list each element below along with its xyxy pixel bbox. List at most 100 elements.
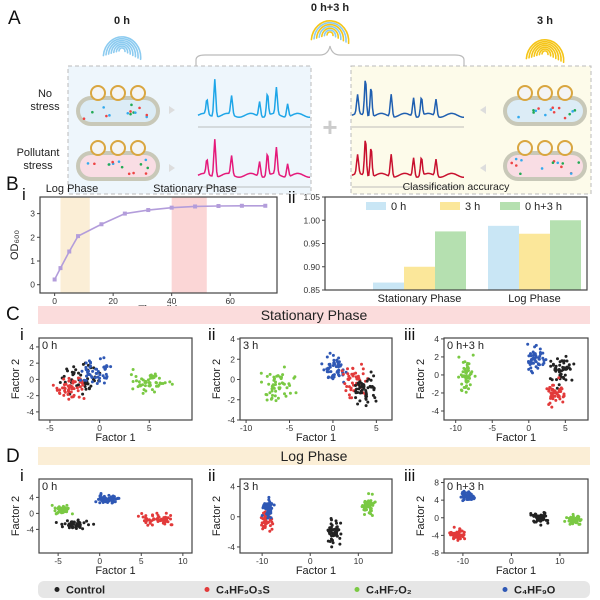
scatter-point bbox=[70, 523, 74, 527]
scatter-point bbox=[558, 390, 561, 394]
scatter-point bbox=[270, 387, 274, 391]
scatter-point bbox=[470, 370, 474, 374]
scatter-point bbox=[364, 389, 368, 392]
scatter-point bbox=[78, 523, 81, 527]
molecule-dot bbox=[130, 103, 133, 107]
scatter-point bbox=[136, 385, 140, 389]
scatter-point bbox=[262, 524, 266, 528]
scatter-point bbox=[452, 532, 455, 536]
brace bbox=[195, 45, 465, 66]
scatter-point bbox=[60, 506, 64, 510]
growth-point bbox=[169, 205, 174, 210]
scatter-point bbox=[150, 519, 153, 523]
y-tick-label: 0.90 bbox=[303, 262, 320, 272]
scatter-point bbox=[267, 495, 271, 499]
scatter-point bbox=[74, 526, 78, 530]
scatter-point bbox=[268, 391, 272, 395]
scatter-point bbox=[53, 509, 57, 513]
molecule-dot bbox=[510, 161, 514, 165]
fingerprint-ridge bbox=[110, 41, 134, 57]
fingerprint-ridge bbox=[318, 25, 342, 41]
scatter-point bbox=[158, 518, 162, 522]
scatter-point bbox=[89, 384, 93, 388]
y-tick-label: 0 bbox=[230, 375, 235, 385]
scatter-point bbox=[108, 498, 112, 502]
fingerprint-ridge bbox=[113, 43, 132, 55]
subpanel-label-b-i: i bbox=[22, 185, 26, 204]
scatter-point bbox=[267, 520, 270, 524]
scatter-point bbox=[548, 386, 552, 389]
scatter-point bbox=[141, 515, 145, 519]
x-tick-label: 0 bbox=[308, 556, 313, 566]
scatter-point bbox=[355, 377, 359, 381]
fingerprint-0h-icon bbox=[102, 36, 142, 61]
scatter-point bbox=[81, 392, 85, 396]
scatter-point bbox=[164, 520, 168, 524]
scatter-point bbox=[277, 386, 281, 390]
scatter-point bbox=[111, 494, 115, 498]
legend-marker-c4hf9o bbox=[502, 587, 508, 592]
y-tick-label: 4 bbox=[230, 482, 235, 492]
scatter-point bbox=[561, 359, 564, 363]
scatter-point bbox=[557, 383, 561, 387]
scatter-point bbox=[63, 390, 67, 394]
plot-frame bbox=[443, 478, 589, 554]
scatter-point bbox=[75, 523, 79, 526]
nanoparticle bbox=[537, 85, 553, 101]
banner-stationary-text: Stationary Phase bbox=[261, 307, 368, 323]
scatter-point bbox=[465, 375, 469, 379]
molecule-dot bbox=[127, 172, 131, 176]
scatter-point bbox=[95, 372, 99, 375]
x-axis-label: Factor 1 bbox=[95, 432, 135, 444]
scatter-point bbox=[265, 374, 269, 378]
scatter-point bbox=[339, 532, 343, 536]
scatter-point bbox=[364, 392, 368, 396]
scatter-point bbox=[335, 526, 339, 530]
panel-label-a: A bbox=[8, 8, 21, 29]
legend-marker-c4hf9o3s bbox=[204, 587, 210, 592]
scatter-point bbox=[58, 381, 62, 384]
plus-sign: + bbox=[322, 112, 337, 142]
scatter-point bbox=[66, 393, 70, 396]
scatter-point bbox=[330, 531, 334, 535]
scatter-point bbox=[570, 378, 574, 382]
scatter-point bbox=[268, 372, 272, 376]
molecule-dot bbox=[514, 164, 518, 167]
scatter-point bbox=[64, 508, 68, 512]
scatter-point bbox=[543, 511, 547, 515]
legend-swatch bbox=[440, 202, 460, 210]
y-tick-label: 3 bbox=[30, 209, 35, 219]
scatter-point bbox=[467, 492, 471, 496]
scatter-point bbox=[268, 524, 272, 528]
phase-region-label: Stationary Phase bbox=[153, 183, 237, 195]
scatter-point bbox=[168, 380, 172, 384]
arrow-left-icon bbox=[480, 164, 486, 172]
fingerprint-ridge bbox=[323, 29, 337, 38]
x-axis-label: Factor 1 bbox=[95, 565, 135, 577]
scatter-point bbox=[67, 379, 71, 383]
scatter-point bbox=[117, 496, 121, 500]
scatter-point bbox=[131, 387, 135, 391]
scatter-point bbox=[288, 391, 292, 395]
scatter-point bbox=[81, 383, 85, 387]
row-label-no-stress: No stress bbox=[30, 88, 60, 113]
x-tick-label: 0 bbox=[331, 423, 336, 433]
growth-point bbox=[146, 208, 151, 213]
label-3h: 3 h bbox=[537, 15, 553, 27]
scatter-point bbox=[107, 493, 111, 497]
scatter-point bbox=[262, 511, 265, 515]
scatter-point bbox=[332, 358, 336, 362]
molecule-dot bbox=[556, 161, 560, 165]
nanoparticle bbox=[110, 140, 126, 156]
scatter-point bbox=[92, 522, 96, 526]
scatter-point bbox=[156, 514, 160, 517]
x-tick-label: 0 bbox=[526, 423, 531, 433]
scatter-point bbox=[164, 511, 168, 515]
fingerprint-ridge bbox=[533, 44, 557, 60]
molecule-dot bbox=[82, 117, 86, 121]
bar bbox=[550, 220, 581, 290]
scatter-point bbox=[146, 378, 150, 382]
scatter-point bbox=[339, 521, 343, 525]
scatter-point bbox=[103, 498, 107, 502]
scatter-point bbox=[84, 387, 88, 391]
